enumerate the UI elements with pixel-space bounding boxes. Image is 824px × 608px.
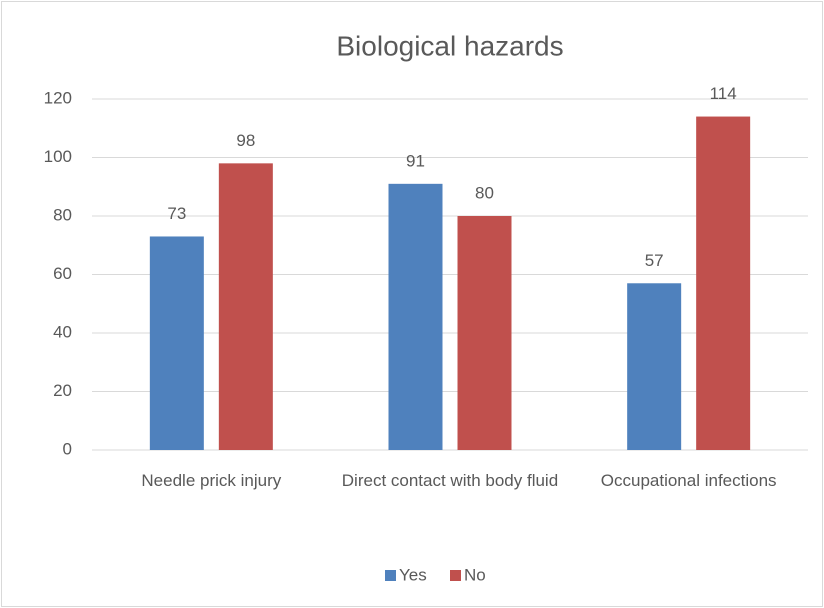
bar (696, 116, 751, 451)
x-tick-label: Occupational infections (600, 471, 777, 490)
x-tick-label: Needle prick injury (141, 471, 282, 490)
chart-title: Biological hazards (336, 30, 563, 61)
bar (149, 236, 204, 450)
y-tick-label: 40 (53, 322, 72, 341)
legend-swatch (385, 570, 396, 581)
y-tick-label: 0 (63, 439, 72, 458)
y-tick-label: 20 (53, 381, 72, 400)
y-tick-label: 80 (53, 205, 72, 224)
bar (388, 183, 443, 450)
legend-label: Yes (399, 565, 427, 584)
data-label: 80 (475, 183, 494, 202)
legend-label: No (464, 565, 486, 584)
y-tick-label: 60 (53, 264, 72, 283)
bar (457, 216, 512, 450)
data-label: 114 (710, 84, 737, 103)
data-label: 73 (167, 204, 186, 223)
data-label: 91 (406, 151, 425, 170)
y-tick-label: 120 (44, 88, 72, 107)
y-tick-label: 100 (44, 147, 72, 166)
legend-swatch (450, 570, 461, 581)
bar (218, 163, 273, 450)
bar (627, 283, 682, 450)
x-tick-label: Direct contact with body fluid (341, 471, 559, 490)
data-label: 57 (645, 251, 664, 270)
data-label: 98 (236, 131, 255, 150)
